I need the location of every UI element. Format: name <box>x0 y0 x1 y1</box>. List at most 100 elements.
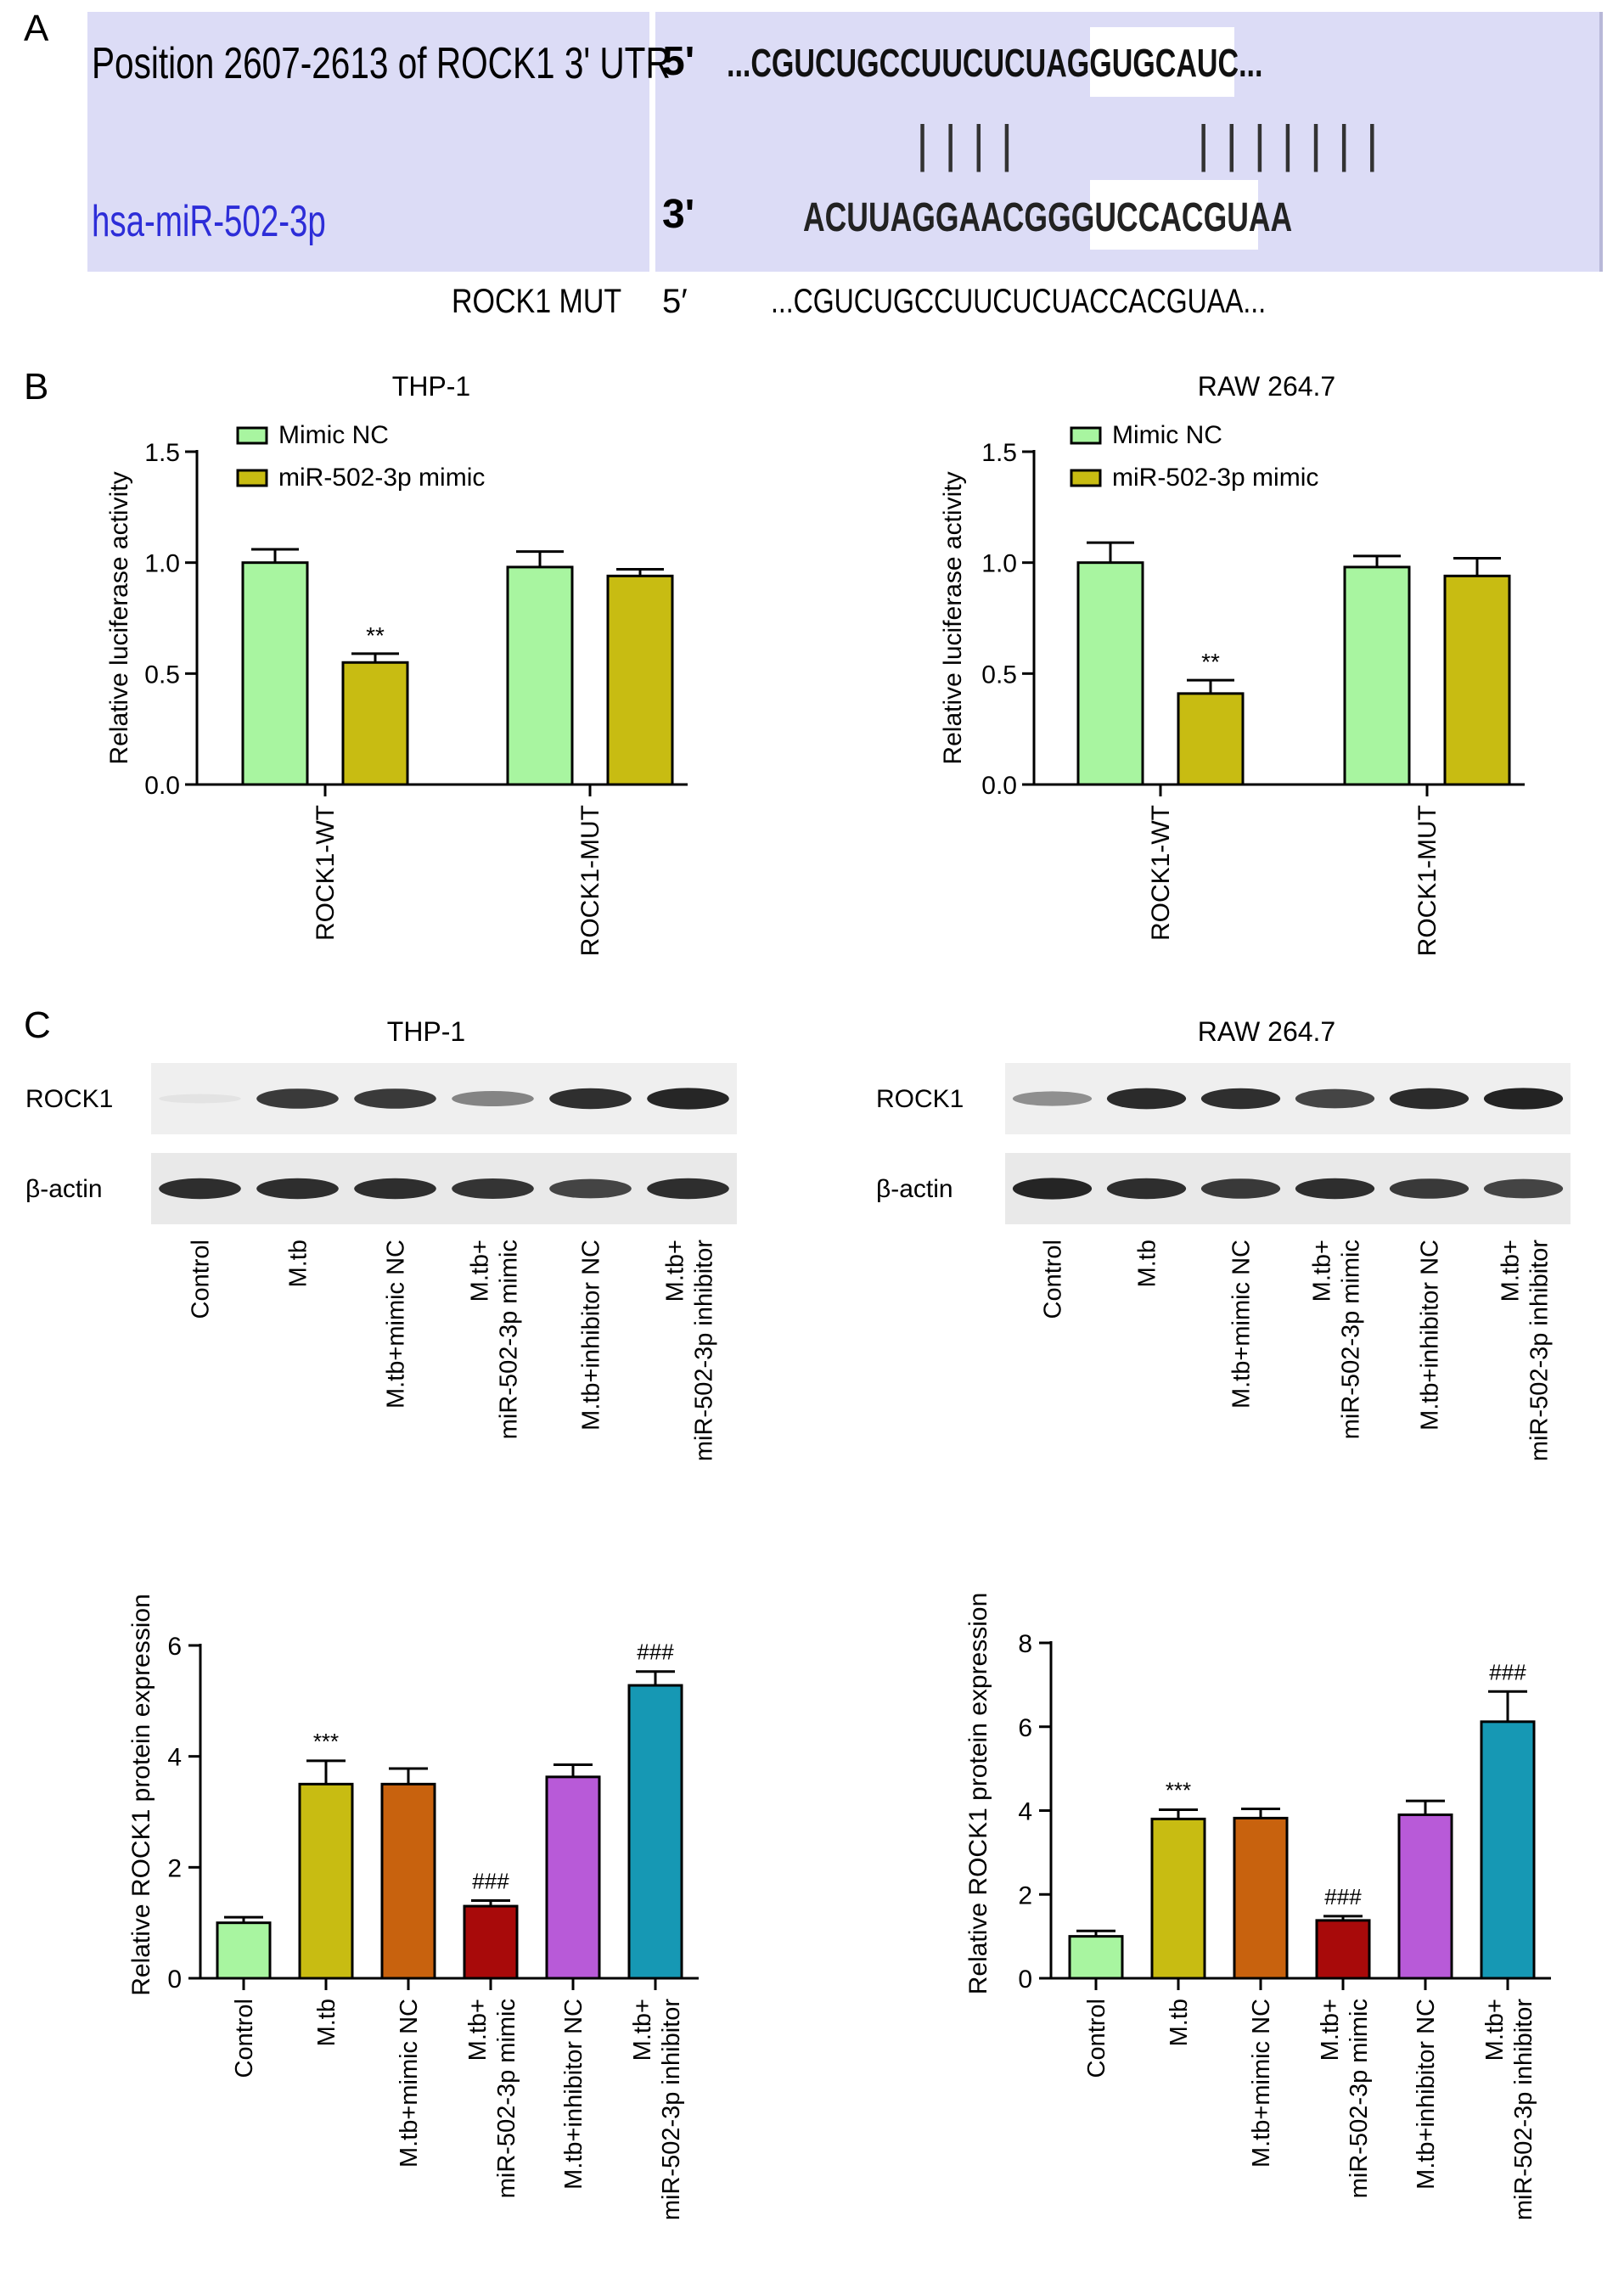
rock1-band <box>354 1088 436 1109</box>
lane-label: M.tb+miR-502-3p inhibitor <box>662 1240 718 1461</box>
legend-swatch <box>1070 469 1102 487</box>
mirna-label: hsa-miR-502-3p <box>92 196 326 245</box>
lane-label-line: M.tb+inhibitor NC <box>578 1240 605 1431</box>
lane-label: M.tb+miR-502-3p mimic <box>467 1240 523 1439</box>
bar <box>241 561 309 786</box>
mut-label: ROCK1 MUT <box>452 281 621 319</box>
significance-mark: *** <box>313 1729 339 1754</box>
actin-band <box>1483 1178 1564 1199</box>
y-tick-label: 0.5 <box>981 661 1017 689</box>
actin-band <box>647 1178 729 1200</box>
lane-label: M.tb+miR-502-3p inhibitor <box>1498 1240 1554 1461</box>
bar <box>545 1775 601 1980</box>
x-tick-label-line: M.tb <box>1166 1999 1193 2046</box>
x-tick-label: M.tb+miR-502-3p inhibitor <box>1481 1999 1537 2220</box>
panel-label-a: A <box>24 8 49 49</box>
bar <box>1315 1919 1371 1980</box>
legend-label: Mimic NC <box>1112 421 1222 449</box>
lane-label: M.tb+inhibitor NC <box>1417 1240 1444 1431</box>
bar <box>1177 692 1245 786</box>
rock1-label: ROCK1 <box>25 1085 113 1113</box>
x-tick-label-line: miR-502-3p mimic <box>493 1999 520 2198</box>
lane-label-line: M.tb+ <box>1309 1240 1336 1302</box>
y-tick-label: 4 <box>167 1744 182 1772</box>
mut-five-prime: 5′ <box>662 283 688 320</box>
rock1-label: ROCK1 <box>876 1085 964 1113</box>
y-tick-label: 6 <box>167 1633 182 1661</box>
mirna-sequence: ACUUAGGAACGGGUCCACGUAA <box>803 194 1292 239</box>
mut-sequence: ...CGUCUGCCUUCUCUACCACGUAA... <box>771 282 1266 320</box>
x-tick-label-line: miR-502-3p inhibitor <box>658 1999 685 2220</box>
lane-label-line: M.tb+mimic NC <box>1228 1240 1256 1409</box>
x-tick-label: ROCK1-WT <box>312 805 340 941</box>
bar <box>341 661 409 786</box>
blot-title: RAW 264.7 <box>1198 1016 1335 1047</box>
lane-label-line: M.tb <box>1134 1240 1161 1287</box>
mirna-seed-highlight <box>1090 180 1258 250</box>
lane-label: M.tb+mimic NC <box>1228 1240 1256 1409</box>
y-tick-label: 0.5 <box>144 661 180 689</box>
actin-band <box>549 1178 632 1199</box>
chart-title: RAW 264.7 <box>1198 371 1335 402</box>
significance-mark: ### <box>1324 1884 1362 1909</box>
lane-label-line: miR-502-3p inhibitor <box>1526 1240 1554 1461</box>
x-tick-label: ROCK1-MUT <box>576 805 604 956</box>
rock1-band <box>159 1094 241 1104</box>
y-tick-label: 2 <box>1018 1881 1032 1909</box>
lane-label-line: M.tb+ <box>1498 1240 1525 1302</box>
rock1-band <box>1200 1088 1281 1110</box>
x-tick-label: M.tb+miR-502-3p mimic <box>464 1999 520 2198</box>
rock1-expression-chart-raw: 0 2 4 6 8 Relative ROCK1 protein expression Co… <box>964 1593 1551 2220</box>
utr-sequence: ...CGUCUGCCUUCUCUAGGUGCAUC... <box>727 41 1262 85</box>
bar <box>380 1782 436 1980</box>
y-tick-label: 1.0 <box>981 550 1017 578</box>
lane-label: Control <box>1040 1240 1067 1319</box>
legend-label: miR-502-3p mimic <box>1112 464 1318 492</box>
panel-a-alignment: Position 2607-2613 of ROCK1 3' UTR hsa-m… <box>87 12 1603 320</box>
bar <box>216 1921 272 1980</box>
luciferase-chart-raw: RAW 264.7 0.0 0.5 1.0 1.5 Relative luciferase… <box>939 371 1525 956</box>
rock1-band <box>452 1091 534 1106</box>
x-tick-label: ROCK1-MUT <box>1413 805 1441 956</box>
actin-label: β-actin <box>25 1175 103 1203</box>
y-axis-label: Relative ROCK1 protein expression <box>964 1593 992 1995</box>
actin-band <box>1106 1178 1187 1200</box>
lane-label-line: M.tb+inhibitor NC <box>1417 1240 1444 1431</box>
alignment-label-background <box>87 12 649 272</box>
blot-title: THP-1 <box>387 1016 465 1047</box>
rock1-band <box>1012 1091 1093 1106</box>
x-tick-label: M.tb+miR-502-3p inhibitor <box>629 1999 685 2220</box>
y-tick-label: 2 <box>167 1854 182 1882</box>
actin-membrane <box>151 1153 737 1224</box>
x-tick-label-line: M.tb+mimic NC <box>396 1999 423 2168</box>
bar <box>1233 1816 1289 1980</box>
bar <box>1076 561 1144 786</box>
rock1-expression-chart-thp1: 0 2 4 6 Relative ROCK1 protein expression Con… <box>127 1594 699 2220</box>
significance-mark: ### <box>472 1869 509 1894</box>
utr-prefix: ...CGUCUGCCUUCUCUA <box>727 41 1067 85</box>
western-blot-raw: RAW 264.7 ROCK1 β-actin Control M.tb M.tb+mim… <box>876 1016 1571 1461</box>
y-tick-label: 0.0 <box>144 772 180 800</box>
bar <box>1480 1720 1536 1980</box>
y-tick-label: 1.0 <box>144 550 180 578</box>
x-tick-label-line: M.tb+inhibitor NC <box>1413 1999 1440 2190</box>
lane-label: M.tb <box>1134 1240 1161 1287</box>
position-label: Position 2607-2613 of ROCK1 3' UTR <box>92 38 671 87</box>
x-tick-label-line: miR-502-3p inhibitor <box>1510 1999 1537 2220</box>
bar <box>298 1782 354 1980</box>
lane-label-line: miR-502-3p inhibitor <box>691 1240 718 1461</box>
mirna-seed: CCACGUAA <box>1116 194 1292 239</box>
actin-band <box>1295 1178 1375 1200</box>
x-tick-label: Control <box>1083 1999 1110 2078</box>
x-tick-label: M.tb+miR-502-3p mimic <box>1317 1999 1373 2198</box>
legend-label: miR-502-3p mimic <box>278 464 485 492</box>
y-tick-label: 0.0 <box>981 772 1017 800</box>
significance-mark: ### <box>637 1639 674 1665</box>
rock1-band <box>1295 1088 1375 1109</box>
legend-swatch <box>236 469 268 487</box>
bar <box>1443 574 1511 786</box>
alignment-border-right <box>1599 12 1603 272</box>
x-tick-label-line: M.tb+ <box>464 1999 492 2061</box>
lane-label: M.tb+mimic NC <box>383 1240 410 1409</box>
